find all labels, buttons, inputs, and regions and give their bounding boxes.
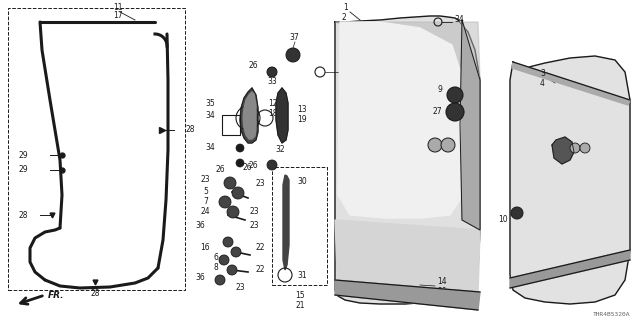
Polygon shape (276, 88, 288, 143)
Polygon shape (335, 22, 480, 80)
Text: 9: 9 (437, 85, 442, 94)
Text: 29: 29 (19, 150, 28, 159)
Polygon shape (552, 137, 574, 164)
Bar (222, 115, 240, 135)
Circle shape (231, 247, 241, 257)
Text: 34: 34 (454, 15, 464, 25)
Circle shape (570, 143, 580, 153)
Circle shape (441, 138, 455, 152)
Circle shape (267, 67, 277, 77)
Text: 17: 17 (113, 12, 123, 20)
Circle shape (232, 187, 244, 199)
Text: 1: 1 (343, 4, 348, 12)
Circle shape (236, 159, 244, 167)
Text: 28: 28 (19, 211, 28, 220)
Text: 36: 36 (195, 274, 205, 283)
Polygon shape (338, 22, 460, 218)
Text: 27: 27 (433, 108, 442, 116)
Polygon shape (243, 92, 256, 139)
Text: 26: 26 (216, 165, 225, 174)
Circle shape (236, 144, 244, 152)
Text: 32: 32 (275, 146, 285, 155)
Text: 22: 22 (255, 266, 264, 275)
Text: THR4B5320A: THR4B5320A (593, 313, 630, 317)
Text: 2: 2 (341, 12, 346, 21)
Polygon shape (510, 250, 630, 288)
Text: 26: 26 (248, 161, 258, 170)
Text: 19: 19 (297, 116, 307, 124)
Text: 13: 13 (297, 106, 307, 115)
Text: 34: 34 (205, 143, 215, 153)
Text: 20: 20 (437, 286, 447, 295)
Circle shape (223, 237, 233, 247)
Polygon shape (460, 20, 480, 230)
Bar (8, 8, 185, 290)
Text: 31: 31 (297, 270, 307, 279)
Text: 6: 6 (213, 253, 218, 262)
Text: 25: 25 (342, 68, 351, 76)
Text: FR.: FR. (48, 292, 65, 300)
Text: 15: 15 (295, 292, 305, 300)
Text: 23: 23 (250, 220, 260, 229)
Polygon shape (335, 220, 480, 295)
Polygon shape (512, 62, 630, 105)
Circle shape (447, 87, 463, 103)
Circle shape (267, 160, 277, 170)
Polygon shape (283, 175, 289, 270)
Polygon shape (240, 88, 258, 143)
Text: 10: 10 (499, 215, 508, 225)
Text: 8: 8 (213, 263, 218, 273)
Text: 3: 3 (540, 68, 545, 77)
Text: 18: 18 (268, 108, 278, 117)
Circle shape (227, 265, 237, 275)
Circle shape (428, 138, 442, 152)
Text: 24: 24 (200, 207, 210, 217)
Circle shape (219, 255, 229, 265)
Text: 4: 4 (540, 78, 545, 87)
Text: 12: 12 (268, 99, 278, 108)
Text: 23: 23 (255, 179, 264, 188)
Text: 7: 7 (203, 197, 208, 206)
Circle shape (227, 206, 239, 218)
Text: 23: 23 (200, 175, 210, 185)
Circle shape (446, 103, 464, 121)
Text: 26: 26 (248, 60, 258, 69)
Text: 34: 34 (205, 110, 215, 119)
Circle shape (511, 207, 523, 219)
Text: 33: 33 (267, 77, 277, 86)
Text: 28: 28 (185, 125, 195, 134)
Bar (272, 167, 327, 285)
Text: 22: 22 (255, 244, 264, 252)
Text: 35: 35 (205, 99, 215, 108)
Text: 14: 14 (437, 277, 447, 286)
Circle shape (286, 48, 300, 62)
Text: 23: 23 (250, 207, 260, 217)
Text: 5: 5 (203, 188, 208, 196)
Polygon shape (335, 280, 480, 310)
Text: 11: 11 (113, 4, 123, 12)
Text: 23: 23 (235, 284, 245, 292)
Text: 26: 26 (243, 164, 252, 172)
Polygon shape (335, 16, 480, 304)
Text: 16: 16 (200, 244, 210, 252)
Text: 35: 35 (243, 99, 253, 108)
Circle shape (224, 177, 236, 189)
Polygon shape (510, 56, 630, 304)
Text: 21: 21 (295, 300, 305, 309)
Text: 30: 30 (297, 178, 307, 187)
Circle shape (580, 143, 590, 153)
Text: 36: 36 (195, 220, 205, 229)
Text: 28: 28 (90, 289, 100, 298)
Circle shape (215, 275, 225, 285)
Circle shape (219, 196, 231, 208)
Text: 29: 29 (19, 165, 28, 174)
Text: 37: 37 (289, 34, 299, 43)
